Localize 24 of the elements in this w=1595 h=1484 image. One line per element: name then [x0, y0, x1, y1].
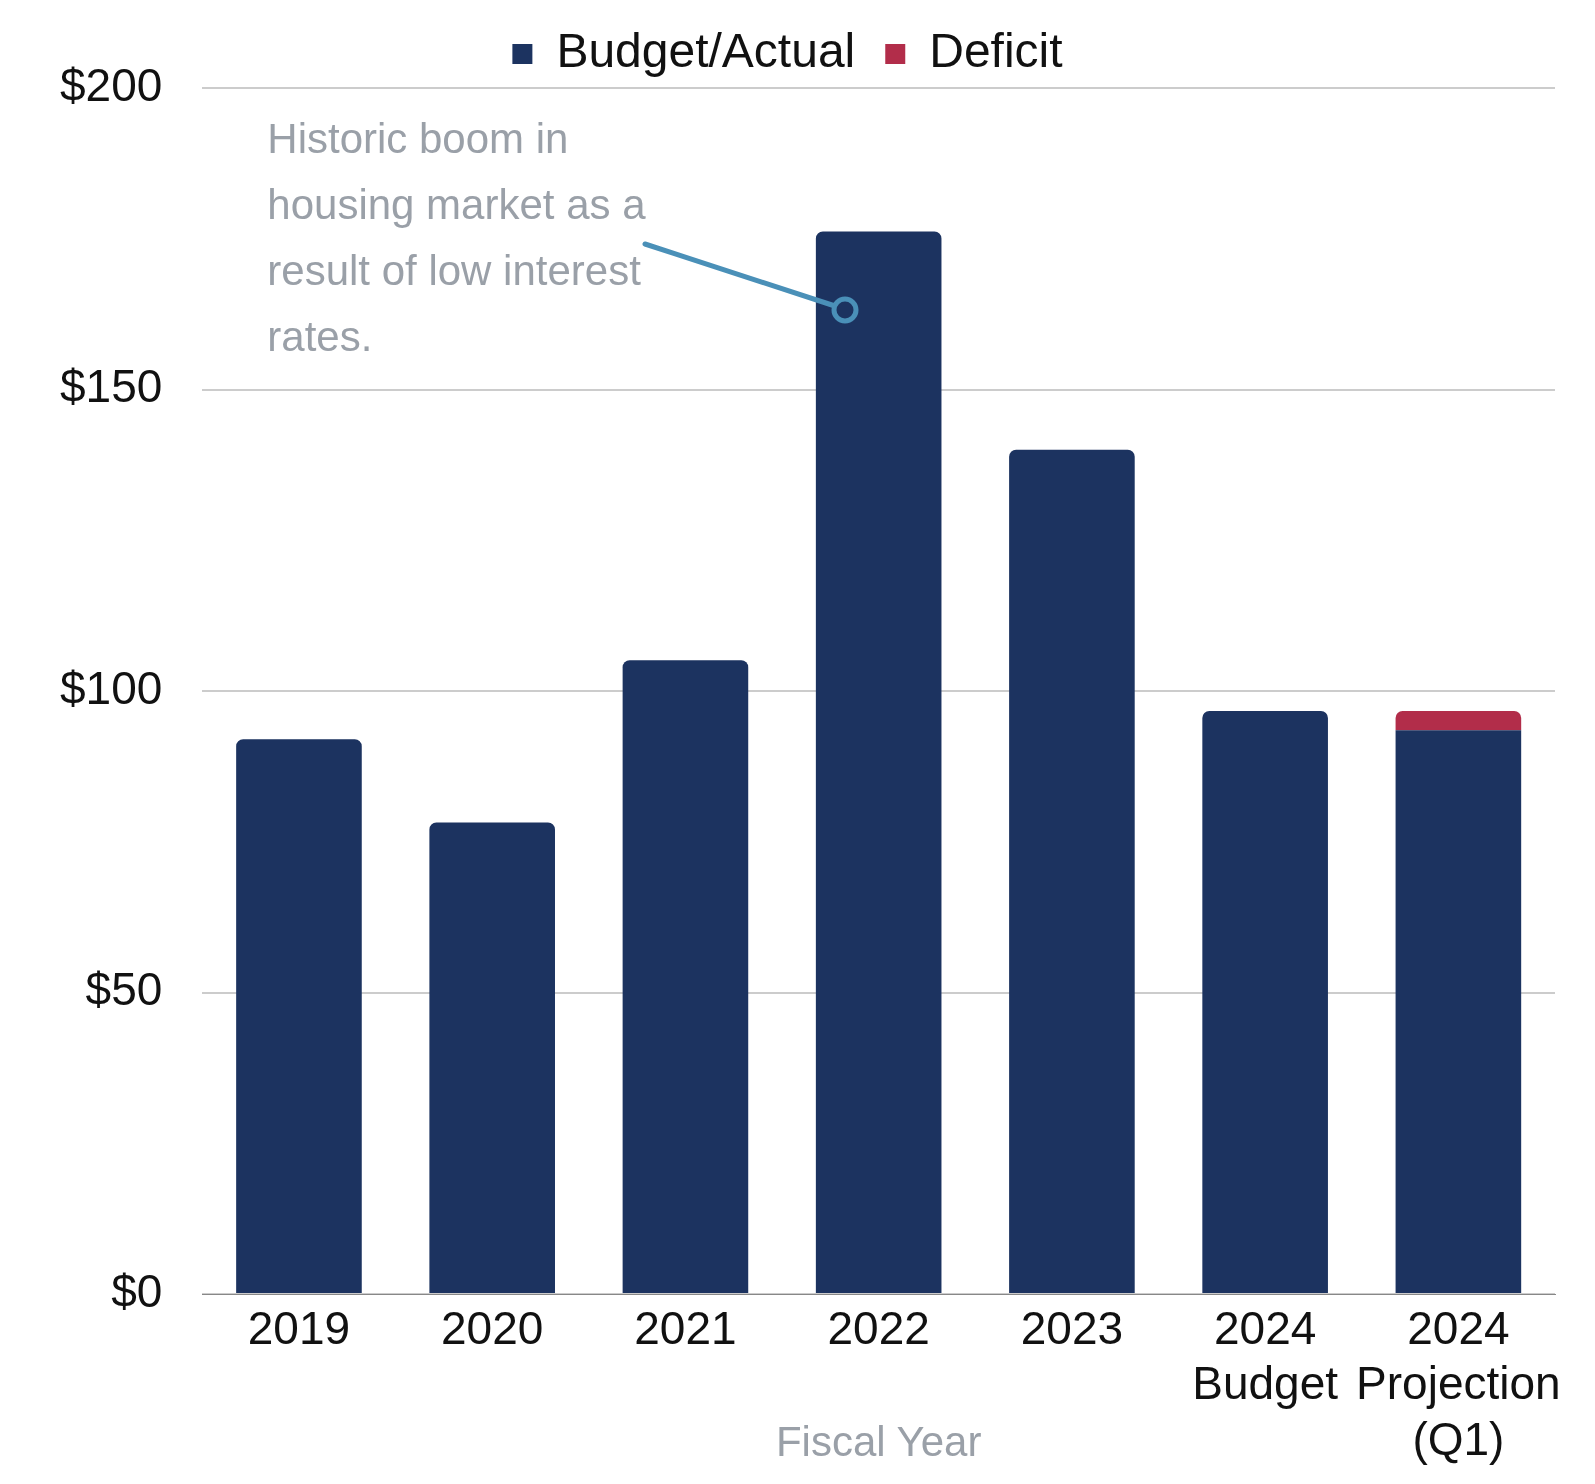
bar [1395, 710, 1522, 731]
bar [1009, 449, 1135, 1293]
bar [622, 660, 749, 1293]
y-tick-label: $0 [111, 1264, 163, 1317]
y-tick-label: $200 [59, 58, 163, 111]
bar [1395, 730, 1522, 1293]
x-tick-label: 2021 [634, 1302, 737, 1355]
x-tick-label: 2023 [1020, 1302, 1124, 1355]
bar [1202, 710, 1328, 1293]
x-tick-label: 2020 [441, 1302, 544, 1355]
x-tick-label: 2024 Budget [1192, 1302, 1339, 1410]
x-axis-title: Fiscal Year [775, 1418, 982, 1466]
x-tick-label: 2022 [827, 1302, 930, 1355]
x-tick-label: 2019 [247, 1302, 351, 1355]
bar [236, 739, 362, 1293]
x-tick-label: 2024 Projection (Q1) [1356, 1302, 1561, 1465]
legend-label: Deficit [929, 24, 1063, 78]
bar [429, 822, 555, 1293]
bar [815, 231, 942, 1293]
y-tick-label: $100 [59, 661, 163, 714]
y-tick-label: $50 [85, 963, 163, 1016]
y-tick-label: $150 [59, 360, 163, 413]
annotation: Historic boom in housing market as a result of low interest rates. [267, 115, 647, 360]
legend-label: Budget/Actual [556, 24, 856, 78]
